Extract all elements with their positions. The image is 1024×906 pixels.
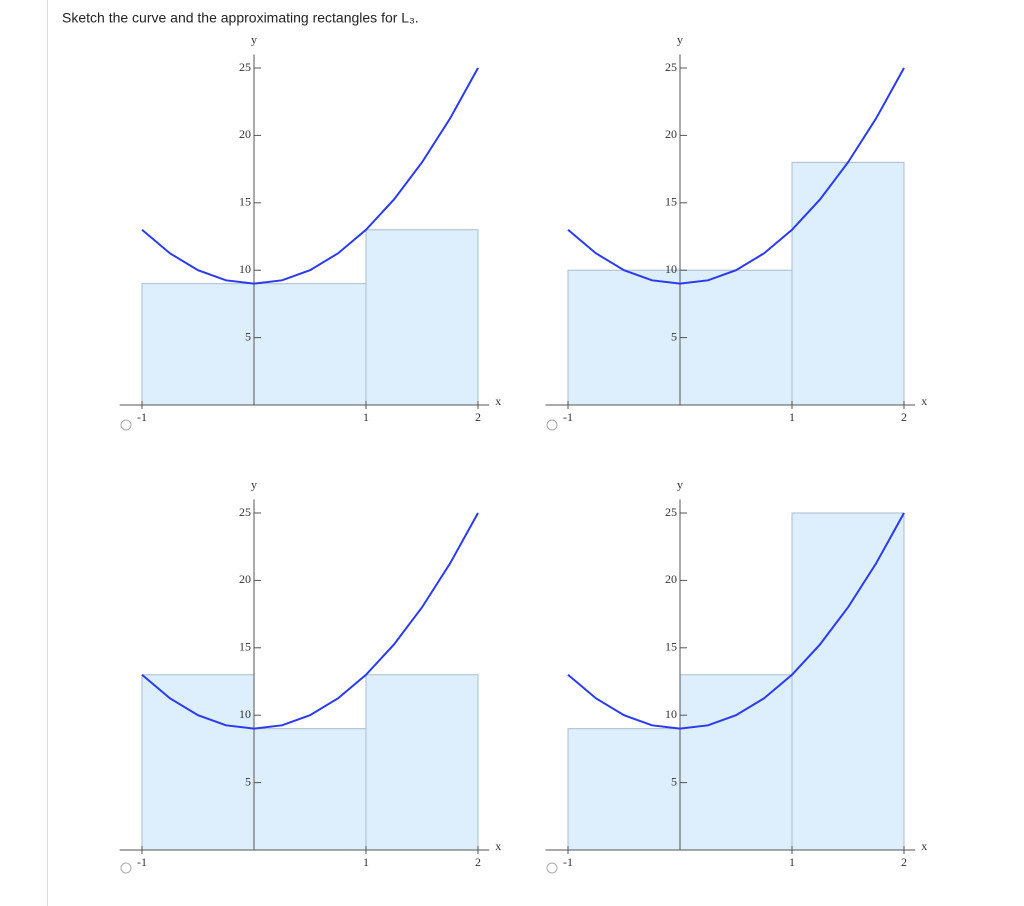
y-tick-label: 15 (665, 195, 677, 209)
y-tick-label: 20 (665, 572, 677, 586)
x-axis-label: x (495, 394, 501, 408)
y-tick-label: 10 (665, 707, 677, 721)
rectangle (567, 269, 681, 406)
radio-option[interactable] (546, 419, 558, 431)
y-tick-label: 10 (665, 262, 677, 276)
rectangle (679, 269, 793, 406)
x-tick-label: 1 (363, 410, 369, 424)
y-axis-label: y (251, 477, 257, 491)
x-tick-label: -1 (563, 855, 573, 869)
curve (567, 512, 905, 730)
x-tick-label: 1 (789, 410, 795, 424)
y-tick-label: 25 (239, 505, 251, 519)
x-tick-label: -1 (137, 855, 147, 869)
x-tick-label: 2 (901, 410, 907, 424)
curve (141, 512, 479, 730)
rectangle (141, 674, 255, 851)
y-tick-label: 25 (665, 505, 677, 519)
rectangle (365, 674, 479, 851)
x-tick-label: 1 (789, 855, 795, 869)
rectangle (791, 161, 905, 406)
y-tick-label: 10 (239, 707, 251, 721)
y-tick-label: 20 (239, 127, 251, 141)
rectangle (253, 728, 367, 851)
y-tick-label: 5 (245, 774, 251, 788)
y-axis-label: y (677, 477, 683, 491)
y-tick-label: 15 (239, 640, 251, 654)
y-tick-label: 25 (239, 60, 251, 74)
x-axis-label: x (921, 394, 927, 408)
rectangle (253, 283, 367, 406)
y-tick-label: 20 (239, 572, 251, 586)
radio-option[interactable] (120, 419, 132, 431)
y-axis-label: y (251, 32, 257, 46)
rectangle (141, 283, 255, 406)
curve (141, 67, 479, 285)
y-tick-label: 10 (239, 262, 251, 276)
rectangle (791, 512, 905, 851)
x-tick-label: 1 (363, 855, 369, 869)
rectangle (365, 229, 479, 406)
y-tick-label: 20 (665, 127, 677, 141)
x-tick-label: -1 (563, 410, 573, 424)
x-tick-label: -1 (137, 410, 147, 424)
radio-option[interactable] (120, 862, 132, 874)
rectangle (679, 674, 793, 851)
x-tick-label: 2 (475, 410, 481, 424)
prompt: Sketch the curve and the approximating r… (62, 10, 419, 26)
rectangle (567, 728, 681, 851)
y-tick-label: 5 (671, 329, 677, 343)
radio-option[interactable] (546, 862, 558, 874)
y-tick-label: 15 (665, 640, 677, 654)
curve (567, 67, 905, 285)
x-tick-label: 2 (475, 855, 481, 869)
y-tick-label: 25 (665, 60, 677, 74)
y-axis-label: y (677, 32, 683, 46)
x-axis-label: x (495, 839, 501, 853)
x-tick-label: 2 (901, 855, 907, 869)
y-tick-label: 5 (245, 329, 251, 343)
y-tick-label: 15 (239, 195, 251, 209)
y-tick-label: 5 (671, 774, 677, 788)
x-axis-label: x (921, 839, 927, 853)
